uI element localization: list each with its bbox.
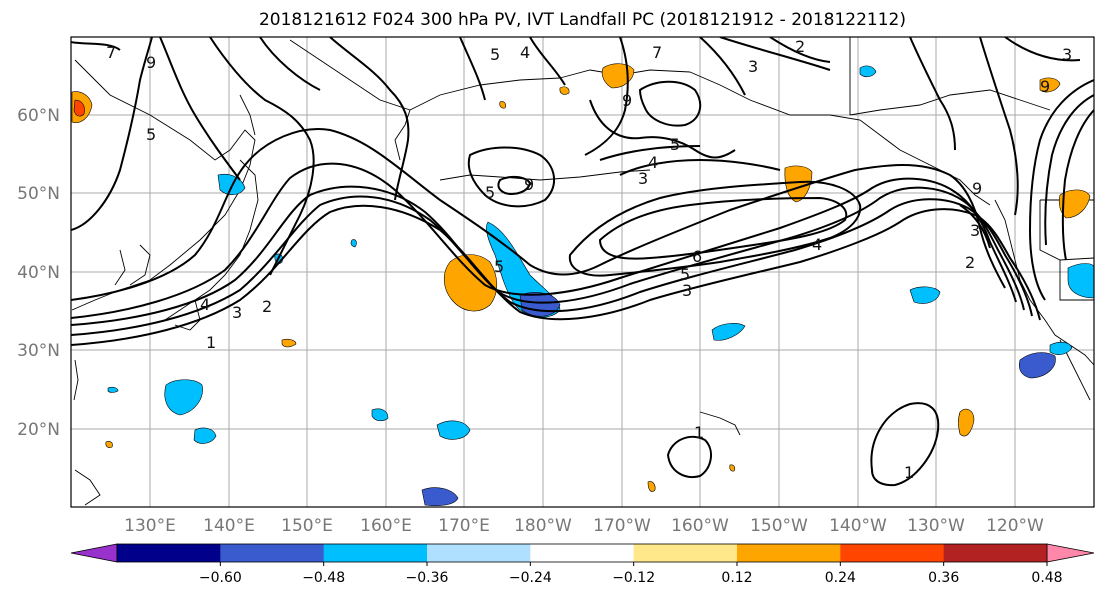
lon-label: 120°W (986, 516, 1044, 536)
colorbar-tick-label: −0.12 (612, 570, 655, 586)
contour-label: 7 (652, 43, 662, 62)
contour-label: 9 (622, 91, 632, 110)
lon-label: 130°E (124, 516, 176, 536)
colorbar-bin (530, 544, 635, 562)
lon-label: 170°E (438, 516, 490, 536)
lat-label-60n: 60°N (17, 106, 60, 126)
lon-label: 140°E (203, 516, 255, 536)
contour-label: 9 (146, 53, 156, 72)
colorbar-bin (427, 544, 531, 562)
contour-label: 9 (524, 175, 534, 194)
pv-contours (71, 37, 1094, 487)
contour-label: 3 (638, 169, 648, 188)
colorbar-tick-label: 0.48 (1031, 570, 1062, 586)
map-title: 2018121612 F024 300 hPa PV, IVT Landfall… (258, 10, 906, 30)
contour-label: 2 (262, 297, 272, 316)
lon-label: 150°W (750, 516, 808, 536)
lon-label: 160°W (671, 516, 729, 536)
contour-label: 1 (206, 333, 216, 352)
colorbar-bin (220, 544, 325, 562)
colorbar-tick-label: 0.24 (825, 570, 856, 586)
colorbar-bin (323, 544, 428, 562)
colorbar-left-extend (70, 543, 118, 563)
colorbar-bin (117, 544, 221, 562)
colorbar: −0.60 −0.48 −0.36 −0.24 −0.12 0.12 0.24 0.36 0.4… (70, 543, 1095, 586)
contour-label: 4 (200, 295, 210, 314)
colorbar-tick-label: −0.60 (199, 570, 242, 586)
contour-label: 5 (494, 257, 504, 276)
colorbar-bin (633, 544, 738, 562)
ivt-positive-patches (71, 63, 1091, 492)
lat-label-40n: 40°N (17, 263, 60, 283)
colorbar-bin (840, 544, 945, 562)
colorbar-right-extend (1046, 543, 1095, 563)
contour-label: 2 (795, 37, 805, 56)
latitude-labels: 60°N 50°N 40°N 30°N 20°N (17, 106, 60, 440)
lon-label: 180°W (514, 516, 572, 536)
contour-label: 3 (748, 57, 758, 76)
colorbar-tick-label: 0.36 (928, 570, 959, 586)
contour-label: 9 (972, 179, 982, 198)
contour-label: 4 (812, 235, 822, 254)
contour-label: 5 (670, 135, 680, 154)
contour-label: 3 (682, 281, 692, 300)
contour-label: 4 (520, 43, 530, 62)
lat-label-20n: 20°N (17, 420, 60, 440)
contour-label: 3 (1062, 45, 1072, 64)
colorbar-outline (116, 543, 1048, 563)
colorbar-tick-label: −0.24 (509, 570, 552, 586)
contour-label: 3 (970, 221, 980, 240)
contour-labels: 1 2 3 4 5 9 7 3 5 6 4 3 4 5 9 7 2 3 4 5 … (106, 37, 1072, 482)
colorbar-bin (943, 544, 1048, 562)
contour-label: 1 (904, 463, 914, 482)
contour-label: 7 (106, 43, 116, 62)
longitude-labels: 130°E 140°E 150°E 160°E 170°E 180°W 170°… (124, 516, 1044, 536)
contour-label: 5 (490, 45, 500, 64)
contour-label: 2 (965, 253, 975, 272)
lon-label: 150°E (281, 516, 333, 536)
contour-label: 4 (648, 153, 658, 172)
contour-label: 3 (232, 303, 242, 322)
lon-label: 130°W (907, 516, 965, 536)
colorbar-tick-label: 0.12 (721, 570, 752, 586)
lon-label: 140°W (829, 516, 887, 536)
colorbar-tick-label: −0.36 (406, 570, 449, 586)
lon-label: 170°W (593, 516, 651, 536)
map-frame (70, 36, 1095, 508)
contour-label: 9 (1040, 77, 1050, 96)
contour-label: 5 (146, 125, 156, 144)
lat-label-50n: 50°N (17, 184, 60, 204)
contour-label: 6 (692, 247, 702, 266)
colorbar-tick-label: −0.48 (302, 570, 345, 586)
contour-label: 1 (694, 423, 704, 442)
contour-label: 5 (680, 265, 690, 284)
contour-label: 5 (485, 183, 495, 202)
colorbar-bin (737, 544, 841, 562)
lon-label: 160°E (360, 516, 412, 536)
lat-label-30n: 30°N (17, 341, 60, 361)
